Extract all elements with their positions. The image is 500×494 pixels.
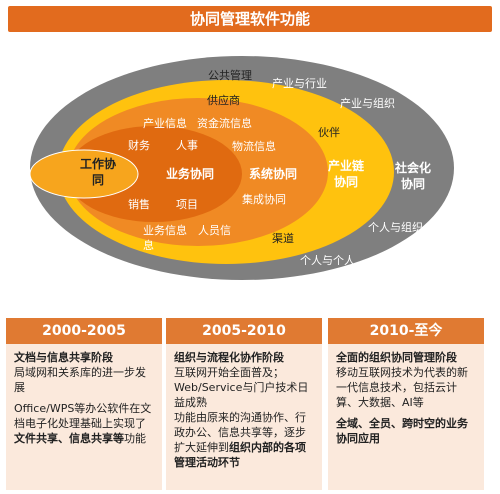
social-collab-line1: 社会化 [394, 160, 431, 175]
work-collab-label: 工作协同 [80, 156, 116, 187]
stage-title: 全面的组织协同管理阶段 [336, 351, 457, 364]
business-ring [66, 126, 242, 222]
label-project: 项目 [176, 198, 198, 211]
work-collab-line2: 同 [92, 173, 104, 187]
period-heading: 2000-2005 [6, 318, 162, 344]
stage-desc-2: 全域、全员、跨时空的业务协同应用 [336, 417, 468, 445]
period-body: 组织与流程化协作阶段 互联网开始全面普及；Web/Service与门户技术日益成… [166, 344, 322, 490]
period-card-2005-2010: 2005-2010 组织与流程化协作阶段 互联网开始全面普及；Web/Servi… [166, 318, 322, 490]
system-collab-label: 系统协同 [249, 166, 297, 181]
work-core [29, 149, 139, 199]
collaboration-diagram: 社会化协同 产业链协同 系统协同 业务协同 工作协同 公共管理 产业与行业 产业… [29, 56, 454, 280]
industry-chain-line2: 协同 [334, 174, 358, 189]
desc-2-pre: 功能由原来的沟通协作、行政办公、信息共享等，逐步扩大延伸到 [174, 411, 306, 454]
stage-title: 文档与信息共享阶段 [14, 351, 113, 364]
period-heading: 2010-至今 [328, 318, 484, 344]
period-card-2010-now: 2010-至今 全面的组织协同管理阶段 移动互联网技术为代表的新一代信息技术，包… [328, 318, 484, 490]
label-industry-sector: 产业与行业 [272, 76, 327, 90]
period-body: 文档与信息共享阶段 局域网和关系库的进一步发展 Office/WPS等办公软件在… [6, 344, 162, 490]
label-individual-individual: 个人与个人 [300, 254, 355, 267]
stage-desc-2: 功能由原来的沟通协作、行政办公、信息共享等，逐步扩大延伸到组织内部的各项管理活动… [174, 410, 316, 470]
label-org-individual: 个人与组织 [368, 220, 423, 234]
label-personnel-info-tail: 息 [143, 238, 154, 252]
label-finance: 财务 [128, 138, 150, 152]
label-hr: 人事 [176, 139, 198, 152]
label-public-mgmt: 公共管理 [208, 68, 252, 82]
industry-chain-line1: 产业链 [328, 158, 365, 173]
label-channel: 渠道 [272, 231, 294, 245]
stage-desc-1: 互联网开始全面普及；Web/Service与门户技术日益成熟 [174, 366, 309, 409]
work-collab-line1: 工作协 [80, 156, 116, 171]
label-industry-org: 产业与组织 [340, 96, 395, 110]
desc-2-bold: 组织内部的各项管理活动环节 [174, 441, 306, 469]
stage-desc-2: Office/WPS等办公软件在文档电子化处理基础上实现了文件共享、信息共享等功… [14, 401, 156, 446]
label-industry-info: 产业信息 [143, 116, 187, 130]
page-title: 协同管理软件功能 [189, 10, 310, 28]
stage-title: 组织与流程化协作阶段 [174, 351, 284, 364]
desc-2-pre: Office/WPS等办公软件在文档电子化处理基础上实现了 [14, 402, 152, 430]
label-business-info: 业务信息 [143, 223, 187, 237]
label-integration: 集成协同 [242, 192, 286, 206]
title-bar: 协同管理软件功能 [8, 6, 492, 32]
stage-desc-1: 移动互联网技术为代表的新一代信息技术，包括云计算、大数据、AI等 [336, 366, 468, 409]
label-capital-info: 资金流信息 [197, 116, 252, 130]
social-collab-label: 社会化协同 [394, 160, 431, 191]
label-logistics-info: 物流信息 [232, 139, 276, 153]
desc-2-bold: 文件共享、信息共享等 [14, 432, 124, 445]
desc-2-post: 功能 [124, 432, 146, 445]
business-collab-label: 业务协同 [166, 166, 214, 181]
stage-desc-1: 局域网和关系库的进一步发展 [14, 366, 146, 394]
label-sales: 销售 [128, 197, 150, 211]
period-heading: 2005-2010 [166, 318, 322, 344]
label-personnel-info: 人员信 [198, 224, 231, 237]
industry-chain-label: 产业链协同 [328, 158, 365, 189]
label-supplier: 供应商 [207, 93, 240, 107]
period-card-2000-2005: 2000-2005 文档与信息共享阶段 局域网和关系库的进一步发展 Office… [6, 318, 162, 490]
social-collab-line2: 协同 [401, 176, 425, 191]
period-body: 全面的组织协同管理阶段 移动互联网技术为代表的新一代信息技术，包括云计算、大数据… [328, 344, 484, 490]
label-partner: 伙伴 [318, 126, 340, 139]
